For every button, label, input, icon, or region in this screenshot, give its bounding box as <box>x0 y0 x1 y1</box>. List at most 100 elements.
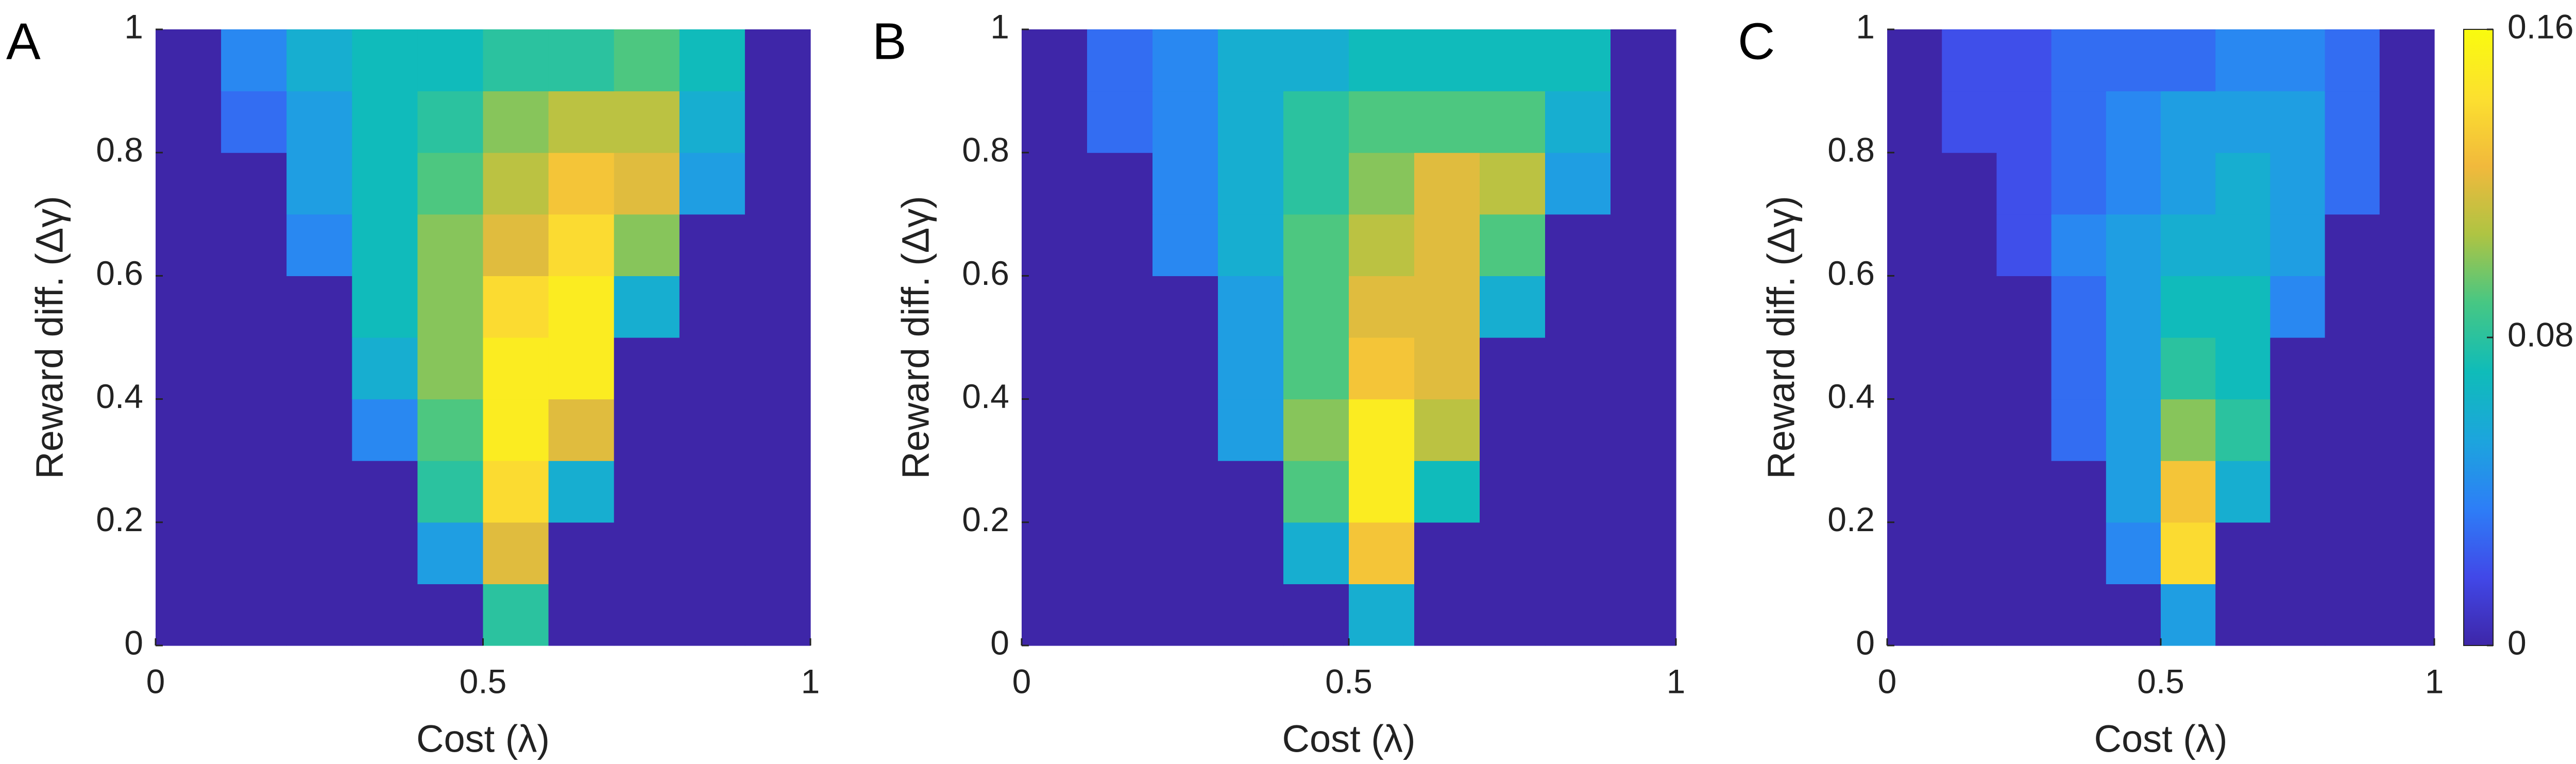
heatmap-cell <box>1218 584 1284 646</box>
heatmap-cell <box>2106 337 2161 400</box>
heatmap-cell <box>548 399 615 461</box>
heatmap-cell <box>1153 337 1218 400</box>
heatmap-cell <box>1996 399 2052 461</box>
heatmap-cell <box>2325 276 2380 338</box>
y-axis-label: Reward diff. (Δγ) <box>1760 196 1803 479</box>
heatmap-cell <box>2270 584 2326 646</box>
heatmap-cell <box>679 584 745 646</box>
heatmap-cell <box>1087 461 1153 523</box>
heatmap-cell <box>2215 276 2270 338</box>
heatmap-cell <box>352 91 418 153</box>
heatmap-cell <box>2325 399 2380 461</box>
heatmap-cell <box>2106 152 2161 215</box>
heatmap-cell <box>156 214 222 276</box>
heatmap-cell <box>614 399 680 461</box>
heatmap-cell <box>614 337 680 400</box>
heatmap-cell <box>352 584 418 646</box>
heatmap-cell <box>1480 29 1546 92</box>
heatmap-cell <box>2215 152 2270 215</box>
heatmap-cell <box>352 522 418 584</box>
y-tick-label: 0 <box>124 623 143 661</box>
panel-label: B <box>872 12 907 70</box>
heatmap-cell <box>614 584 680 646</box>
heatmap-cell <box>2379 91 2435 153</box>
heatmap-cell <box>156 399 222 461</box>
heatmap-cell <box>2270 337 2326 400</box>
heatmap-cell <box>221 152 287 215</box>
heatmap-cell <box>1218 461 1284 523</box>
heatmap-cell <box>1022 214 1088 276</box>
heatmap-cell <box>548 214 615 276</box>
heatmap-cell <box>548 522 615 584</box>
heatmap-cell <box>1218 337 1284 400</box>
heatmap-cell <box>1545 276 1611 338</box>
heatmap-cell <box>156 522 222 584</box>
heatmap-cell <box>221 584 287 646</box>
heatmap-cell <box>614 522 680 584</box>
x-axis-label: Cost (λ) <box>416 718 550 760</box>
heatmap-cell <box>548 91 615 153</box>
heatmap-cell <box>483 584 549 646</box>
heatmap-cell <box>1153 584 1218 646</box>
heatmap-cell <box>1887 152 1942 215</box>
heatmap-cell <box>1414 584 1480 646</box>
heatmap-cell <box>483 276 549 338</box>
heatmap-cell <box>156 152 222 215</box>
heatmap-cell <box>2379 399 2435 461</box>
heatmap-cell <box>483 152 549 215</box>
heatmap-cell <box>483 214 549 276</box>
heatmap-cell <box>286 29 352 92</box>
heatmap-cell <box>1545 461 1611 523</box>
heatmap-cell <box>1887 91 1942 153</box>
heatmap-cell <box>286 399 352 461</box>
heatmap-cell <box>679 522 745 584</box>
heatmap-cell <box>1349 337 1415 400</box>
heatmap-cell <box>2161 152 2216 215</box>
heatmap-cell <box>744 461 811 523</box>
heatmap-cell <box>2270 152 2326 215</box>
heatmap-cell <box>483 29 549 92</box>
heatmap-cell <box>221 337 287 400</box>
heatmap-cell <box>614 461 680 523</box>
heatmap-cell <box>679 399 745 461</box>
heatmap-cell <box>1611 337 1676 400</box>
heatmap-cell <box>1218 276 1284 338</box>
heatmap-cell <box>1887 337 1942 400</box>
heatmap-cell <box>2325 214 2380 276</box>
y-tick-label: 1 <box>990 7 1009 45</box>
heatmap-cell <box>1022 337 1088 400</box>
x-tick-label: 0 <box>1012 662 1031 700</box>
heatmap-cell <box>1349 461 1415 523</box>
y-axis-label: Reward diff. (Δγ) <box>894 196 937 479</box>
heatmap-cell <box>1887 522 1942 584</box>
heatmap-cell <box>1349 152 1415 215</box>
heatmap-cell <box>2161 29 2216 92</box>
heatmap-cell <box>2051 584 2107 646</box>
heatmap-cell <box>1942 461 1997 523</box>
heatmap-cell <box>1414 214 1480 276</box>
heatmap-cell <box>548 276 615 338</box>
heatmap-cell <box>1887 399 1942 461</box>
heatmap-cell <box>1087 584 1153 646</box>
y-tick-label: 0 <box>990 623 1009 661</box>
heatmap-cell <box>1283 461 1349 523</box>
heatmap-cell <box>2106 461 2161 523</box>
x-tick-label: 0.5 <box>1325 662 1372 700</box>
heatmap-cell <box>2215 522 2270 584</box>
heatmap-cell <box>2325 29 2380 92</box>
heatmap-cell <box>2215 91 2270 153</box>
y-tick-label: 0.2 <box>962 500 1009 538</box>
heatmap-cell <box>1283 522 1349 584</box>
heatmap-cell <box>1349 91 1415 153</box>
heatmap-cell <box>1022 522 1088 584</box>
heatmap-cell <box>417 461 484 523</box>
heatmap-cell <box>1218 522 1284 584</box>
heatmap-cell <box>1022 276 1088 338</box>
heatmap-cell <box>1022 91 1088 153</box>
heatmap-cell <box>1545 584 1611 646</box>
heatmap-cell <box>286 337 352 400</box>
heatmap-cell <box>744 152 811 215</box>
y-tick-label: 0.8 <box>96 131 143 169</box>
x-axis-label: Cost (λ) <box>2094 718 2228 760</box>
